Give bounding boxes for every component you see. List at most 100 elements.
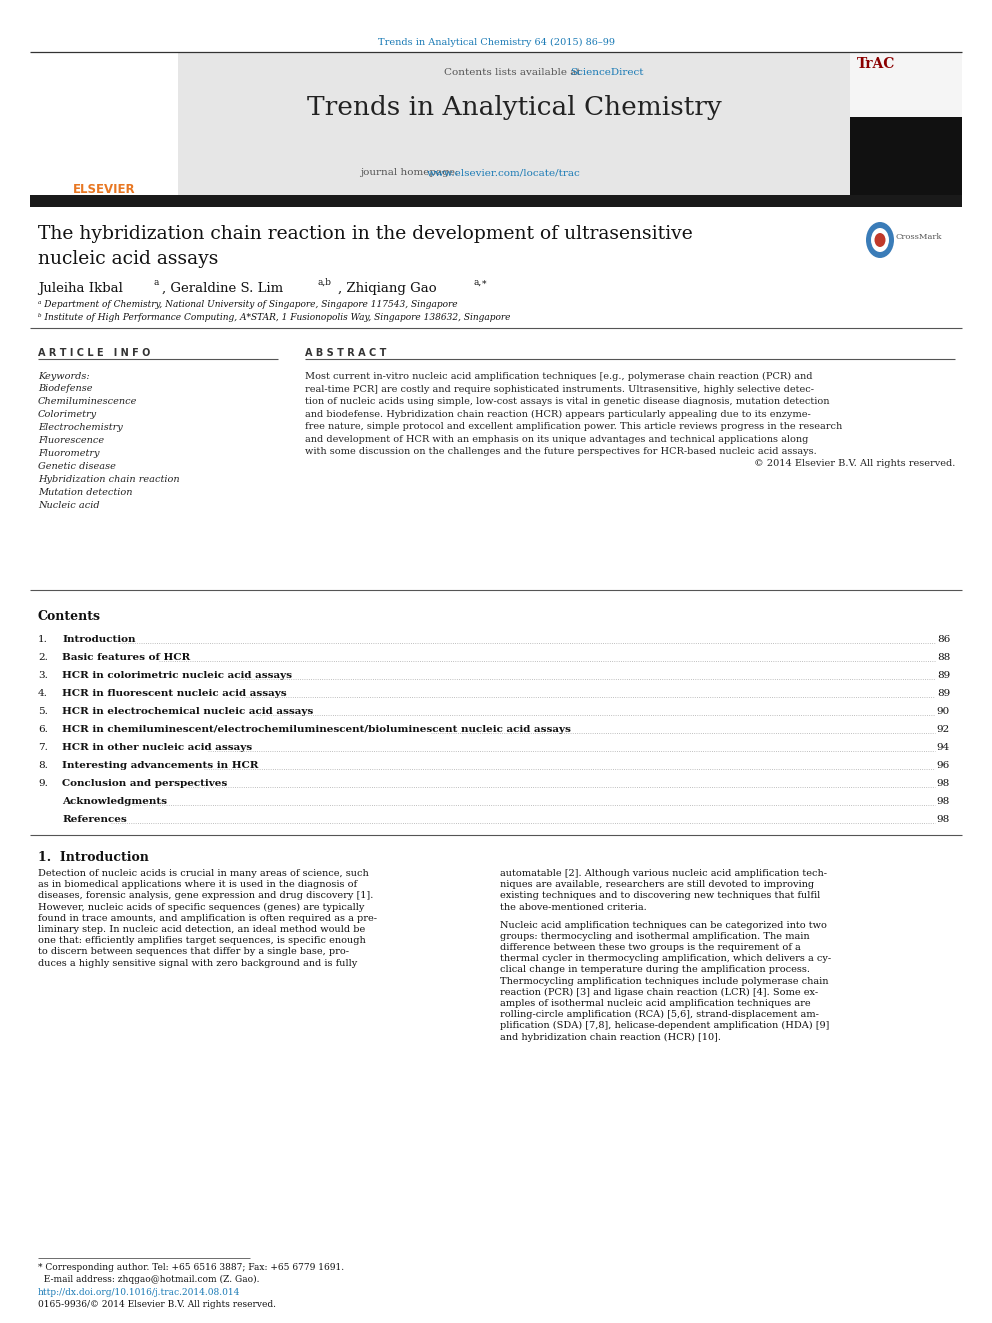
Text: plification (SDA) [7,8], helicase-dependent amplification (HDA) [9]: plification (SDA) [7,8], helicase-depend… (500, 1021, 829, 1031)
Bar (850, 116, 962, 194)
Text: HCR in fluorescent nucleic acid assays: HCR in fluorescent nucleic acid assays (62, 689, 287, 699)
Text: A B S T R A C T: A B S T R A C T (305, 348, 386, 359)
Text: real-time PCR] are costly and require sophisticated instruments. Ultrasensitive,: real-time PCR] are costly and require so… (305, 385, 814, 393)
Text: * Corresponding author. Tel: +65 6516 3887; Fax: +65 6779 1691.: * Corresponding author. Tel: +65 6516 38… (38, 1263, 344, 1271)
Text: Keywords:: Keywords: (38, 372, 89, 381)
Text: Conclusion and perspectives: Conclusion and perspectives (62, 779, 227, 789)
Text: Hybridization chain reaction: Hybridization chain reaction (38, 475, 180, 484)
Text: with some discussion on the challenges and the future perspectives for HCR-based: with some discussion on the challenges a… (305, 447, 816, 456)
Text: © 2014 Elsevier B.V. All rights reserved.: © 2014 Elsevier B.V. All rights reserved… (754, 459, 955, 468)
Text: , Zhiqiang Gao: , Zhiqiang Gao (338, 282, 436, 295)
Text: Nucleic acid: Nucleic acid (38, 501, 99, 509)
Text: 3.: 3. (38, 671, 48, 680)
Text: However, nucleic acids of specific sequences (genes) are typically: However, nucleic acids of specific seque… (38, 902, 364, 912)
Text: liminary step. In nucleic acid detection, an ideal method would be: liminary step. In nucleic acid detection… (38, 925, 365, 934)
Text: difference between these two groups is the requirement of a: difference between these two groups is t… (500, 943, 801, 953)
Text: Fluorescence: Fluorescence (38, 437, 104, 445)
Text: www.elsevier.com/locate/trac: www.elsevier.com/locate/trac (427, 168, 580, 177)
Text: ScienceDirect: ScienceDirect (570, 67, 644, 77)
Text: HCR in other nucleic acid assays: HCR in other nucleic acid assays (62, 744, 252, 751)
Text: ᵃ Department of Chemistry, National University of Singapore, Singapore 117543, S: ᵃ Department of Chemistry, National Univ… (38, 300, 457, 310)
Text: Acknowledgments: Acknowledgments (62, 796, 167, 806)
Text: Thermocycling amplification techniques include polymerase chain: Thermocycling amplification techniques i… (500, 976, 828, 986)
Text: free nature, simple protocol and excellent amplification power. This article rev: free nature, simple protocol and excelle… (305, 422, 842, 431)
Text: and biodefense. Hybridization chain reaction (HCR) appears particularly appealin: and biodefense. Hybridization chain reac… (305, 410, 810, 418)
Text: Chemiluminescence: Chemiluminescence (38, 397, 137, 406)
Text: Trends in Analytical Chemistry 64 (2015) 86–99: Trends in Analytical Chemistry 64 (2015)… (378, 38, 614, 48)
Text: A R T I C L E   I N F O: A R T I C L E I N F O (38, 348, 151, 359)
Text: the above-mentioned criteria.: the above-mentioned criteria. (500, 902, 647, 912)
Text: diseases, forensic analysis, gene expression and drug discovery [1].: diseases, forensic analysis, gene expres… (38, 892, 373, 901)
Text: one that: efficiently amplifies target sequences, is specific enough: one that: efficiently amplifies target s… (38, 937, 366, 945)
Text: rolling-circle amplification (RCA) [5,6], strand-displacement am-: rolling-circle amplification (RCA) [5,6]… (500, 1011, 818, 1019)
Text: 98: 98 (936, 796, 950, 806)
Text: The hybridization chain reaction in the development of ultrasensitive: The hybridization chain reaction in the … (38, 225, 692, 243)
Text: , Geraldine S. Lim: , Geraldine S. Lim (162, 282, 283, 295)
Text: CrossMark: CrossMark (895, 233, 941, 241)
Text: clical change in temperature during the amplification process.: clical change in temperature during the … (500, 966, 810, 974)
Text: a,∗: a,∗ (474, 278, 488, 287)
Text: TrAC: TrAC (857, 57, 896, 71)
Text: found in trace amounts, and amplification is often required as a pre-: found in trace amounts, and amplificatio… (38, 914, 377, 923)
Text: amples of isothermal nucleic acid amplification techniques are: amples of isothermal nucleic acid amplif… (500, 999, 810, 1008)
Text: ELSEVIER: ELSEVIER (72, 183, 135, 196)
Text: a,b: a,b (318, 278, 332, 287)
Text: 2.: 2. (38, 654, 48, 662)
Ellipse shape (875, 233, 886, 247)
Text: Juleiha Ikbal: Juleiha Ikbal (38, 282, 123, 295)
Text: to discern between sequences that differ by a single base, pro-: to discern between sequences that differ… (38, 947, 349, 957)
Text: Contents: Contents (38, 610, 101, 623)
Text: groups: thermocycling and isothermal amplification. The main: groups: thermocycling and isothermal amp… (500, 931, 809, 941)
Text: thermal cycler in thermocycling amplification, which delivers a cy-: thermal cycler in thermocycling amplific… (500, 954, 831, 963)
Text: 89: 89 (936, 689, 950, 699)
Text: Biodefense: Biodefense (38, 384, 92, 393)
Text: HCR in chemiluminescent/electrochemiluminescent/bioluminescent nucleic acid assa: HCR in chemiluminescent/electrochemilumi… (62, 725, 570, 734)
Text: Electrochemistry: Electrochemistry (38, 423, 123, 433)
Text: 1.  Introduction: 1. Introduction (38, 851, 149, 864)
Text: duces a highly sensitive signal with zero background and is fully: duces a highly sensitive signal with zer… (38, 959, 357, 967)
Text: HCR in electrochemical nucleic acid assays: HCR in electrochemical nucleic acid assa… (62, 706, 313, 716)
Text: Basic features of HCR: Basic features of HCR (62, 654, 190, 662)
Text: References: References (62, 815, 127, 824)
Text: 9.: 9. (38, 779, 48, 789)
Text: HCR in colorimetric nucleic acid assays: HCR in colorimetric nucleic acid assays (62, 671, 292, 680)
Text: Nucleic acid amplification techniques can be categorized into two: Nucleic acid amplification techniques ca… (500, 921, 827, 930)
Text: 94: 94 (936, 744, 950, 751)
Text: Mutation detection: Mutation detection (38, 488, 133, 497)
Text: existing techniques and to discovering new techniques that fulfil: existing techniques and to discovering n… (500, 892, 820, 901)
Text: and hybridization chain reaction (HCR) [10].: and hybridization chain reaction (HCR) [… (500, 1032, 721, 1041)
Bar (30, 52, 178, 194)
Text: 98: 98 (936, 815, 950, 824)
Text: http://dx.doi.org/10.1016/j.trac.2014.08.014: http://dx.doi.org/10.1016/j.trac.2014.08… (38, 1289, 240, 1297)
Text: 5.: 5. (38, 706, 48, 716)
Text: 8.: 8. (38, 761, 48, 770)
Text: Trends in Analytical Chemistry: Trends in Analytical Chemistry (307, 95, 721, 120)
Text: nucleic acid assays: nucleic acid assays (38, 250, 218, 269)
Text: Contents lists available at: Contents lists available at (444, 67, 584, 77)
Text: Fluorometry: Fluorometry (38, 448, 99, 458)
Text: automatable [2]. Although various nucleic acid amplification tech-: automatable [2]. Although various nuclei… (500, 869, 827, 878)
Text: Introduction: Introduction (62, 635, 136, 644)
Text: ᵇ Institute of High Performance Computing, A*STAR, 1 Fusionopolis Way, Singapore: ᵇ Institute of High Performance Computin… (38, 314, 511, 321)
Bar (850, 52, 962, 116)
Text: 1.: 1. (38, 635, 48, 644)
Text: a: a (153, 278, 159, 287)
Text: 89: 89 (936, 671, 950, 680)
Ellipse shape (866, 222, 894, 258)
Text: Interesting advancements in HCR: Interesting advancements in HCR (62, 761, 259, 770)
Text: Colorimetry: Colorimetry (38, 410, 97, 419)
Text: 86: 86 (936, 635, 950, 644)
Text: Detection of nucleic acids is crucial in many areas of science, such: Detection of nucleic acids is crucial in… (38, 869, 369, 878)
Text: 6.: 6. (38, 725, 48, 734)
Text: Genetic disease: Genetic disease (38, 462, 116, 471)
Text: E-mail address: zhqgao@hotmail.com (Z. Gao).: E-mail address: zhqgao@hotmail.com (Z. G… (38, 1275, 260, 1285)
Text: 92: 92 (936, 725, 950, 734)
Text: 98: 98 (936, 779, 950, 789)
Text: and development of HCR with an emphasis on its unique advantages and technical a: and development of HCR with an emphasis … (305, 434, 808, 443)
Text: 7.: 7. (38, 744, 48, 751)
Bar (178, 52, 850, 194)
Text: 88: 88 (936, 654, 950, 662)
Text: Most current in-vitro nucleic acid amplification techniques [e.g., polymerase ch: Most current in-vitro nucleic acid ampli… (305, 372, 812, 381)
Text: as in biomedical applications where it is used in the diagnosis of: as in biomedical applications where it i… (38, 880, 357, 889)
Text: journal homepage:: journal homepage: (360, 168, 461, 177)
